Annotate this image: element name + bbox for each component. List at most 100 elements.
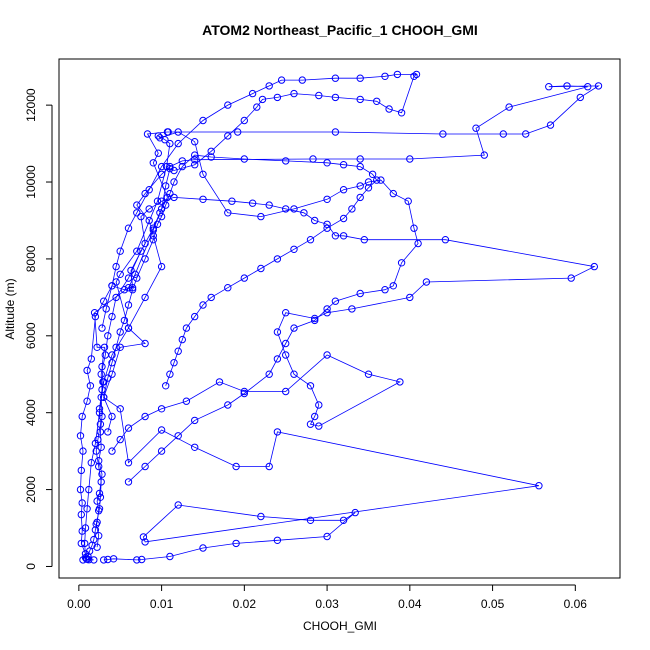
data-point: [100, 556, 108, 564]
data-point: [273, 328, 282, 336]
data-point: [199, 195, 207, 204]
x-tick-label: 0.06: [564, 597, 588, 611]
data-series: [92, 70, 421, 551]
data-series: [81, 82, 603, 564]
data-point: [157, 197, 166, 205]
data-point: [83, 366, 91, 375]
data-point: [439, 130, 447, 138]
data-point: [356, 182, 364, 190]
data-point: [323, 224, 331, 232]
data-series: [76, 193, 598, 564]
data-point: [145, 216, 153, 225]
data-point: [149, 236, 158, 244]
data-point: [138, 555, 146, 564]
data-point: [323, 305, 331, 313]
data-point: [101, 351, 110, 359]
data-point: [412, 70, 421, 79]
data-point: [76, 485, 85, 494]
series-layer: [76, 70, 603, 564]
data-point: [92, 447, 100, 455]
data-point: [224, 132, 232, 140]
data-point: [290, 324, 298, 332]
data-point: [323, 532, 331, 541]
data-point: [282, 387, 290, 396]
data-point: [282, 351, 290, 359]
data-point: [389, 282, 397, 290]
data-point: [228, 197, 236, 205]
data-point: [166, 139, 174, 148]
data-point: [108, 282, 116, 290]
data-point: [410, 224, 418, 232]
series-line: [80, 196, 596, 561]
data-point: [124, 424, 133, 432]
data-point: [306, 420, 315, 428]
data-point: [116, 343, 124, 351]
x-axis: 0.00 0.01 0.02 0.03 0.04 0.05 0.06: [67, 584, 588, 611]
data-point: [79, 556, 87, 564]
data-point: [87, 459, 96, 467]
data-point: [162, 182, 170, 190]
data-point: [406, 155, 414, 163]
x-tick-label: 0.00: [67, 597, 91, 611]
data-point: [356, 95, 364, 104]
data-point: [153, 197, 162, 205]
y-tick-label: 4000: [24, 399, 38, 426]
data-point: [248, 89, 257, 98]
x-tick-label: 0.01: [150, 597, 174, 611]
data-point: [133, 274, 141, 282]
data-point: [157, 205, 166, 213]
data-point: [240, 274, 249, 282]
data-point: [116, 270, 124, 278]
data-point: [311, 216, 319, 225]
data-point: [546, 121, 555, 129]
data-point: [323, 159, 331, 167]
data-point: [499, 130, 507, 138]
data-point: [133, 247, 141, 255]
data-point: [224, 401, 232, 409]
data-point: [112, 343, 120, 351]
y-axis-label: Altitude (m): [3, 278, 17, 339]
data-point: [77, 466, 86, 475]
data-point: [104, 374, 112, 382]
data-point: [133, 209, 141, 217]
data-point: [116, 247, 124, 255]
data-point: [339, 232, 348, 240]
data-point: [273, 355, 282, 363]
data-point: [124, 478, 133, 486]
data-point: [166, 370, 174, 378]
data-point: [95, 489, 104, 498]
data-point: [273, 255, 282, 263]
data-point: [93, 543, 101, 551]
data-point: [145, 186, 153, 194]
data-point: [331, 297, 340, 305]
data-point: [257, 264, 265, 273]
data-point: [339, 161, 348, 169]
data-point: [396, 378, 404, 386]
data-point: [141, 255, 149, 263]
data-point: [166, 189, 174, 198]
data-point: [91, 312, 100, 321]
data-point: [584, 83, 592, 91]
data-point: [441, 236, 450, 244]
data-point: [98, 412, 106, 421]
data-point: [290, 370, 298, 378]
data-point: [356, 162, 364, 171]
data-point: [83, 397, 91, 405]
data-point: [191, 443, 199, 451]
data-point: [95, 462, 103, 471]
data-point: [282, 309, 290, 317]
data-point: [78, 527, 86, 535]
data-point: [397, 109, 406, 117]
data-point: [133, 556, 141, 564]
data-point: [199, 544, 207, 552]
data-point: [137, 247, 145, 255]
data-point: [83, 505, 91, 513]
data-point: [178, 335, 187, 344]
data-point: [381, 72, 389, 81]
data-point: [290, 205, 298, 213]
data-point: [87, 355, 96, 363]
data-point: [108, 412, 116, 421]
data-point: [191, 161, 199, 169]
data-point: [124, 274, 133, 282]
data-point: [207, 293, 215, 302]
